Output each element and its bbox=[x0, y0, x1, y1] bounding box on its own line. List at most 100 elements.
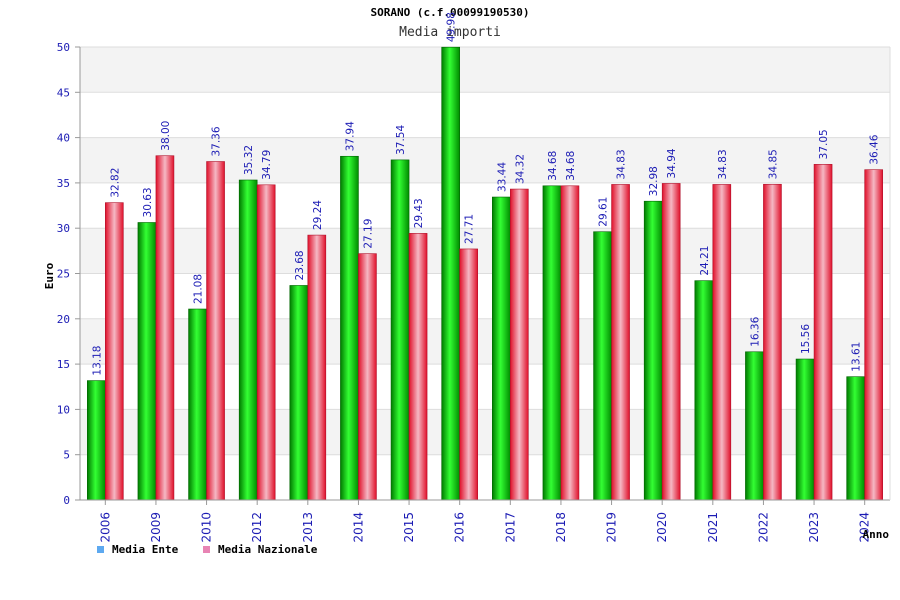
y-tick-label: 50 bbox=[57, 41, 70, 54]
x-tick-label-2022: 2022 bbox=[756, 512, 770, 543]
y-tick-label: 25 bbox=[57, 268, 70, 281]
bar-label-media-nazionale-2014: 27.19 bbox=[362, 219, 374, 249]
bar-media-nazionale-2013 bbox=[307, 234, 327, 501]
plot-band bbox=[80, 47, 890, 93]
y-tick-label: 5 bbox=[63, 449, 70, 462]
y-tick-label: 40 bbox=[57, 132, 70, 145]
bar-media-ente-2009 bbox=[137, 222, 157, 501]
bar-label-media-ente-2012: 35.32 bbox=[243, 145, 255, 175]
y-tick-label: 30 bbox=[57, 222, 70, 235]
bar-media-ente-2017 bbox=[492, 196, 511, 501]
x-tick-label-2016: 2016 bbox=[453, 512, 467, 543]
x-tick-labels: 2006 2009 2010 2012 2013 2014 2015 2016 2017 2018… bbox=[98, 500, 872, 543]
bar-label-media-ente-2017: 33.44 bbox=[496, 162, 508, 192]
bar-label-media-nazionale-2019: 34.83 bbox=[616, 149, 628, 179]
chart-title: SORANO (c.f.00099190530) bbox=[370, 6, 530, 19]
bar-label-media-nazionale-2006: 32.82 bbox=[109, 168, 121, 198]
bar-label-media-nazionale-2020: 34.94 bbox=[666, 148, 678, 178]
legend-media-nazionale: Media Nazionale bbox=[203, 543, 317, 556]
bar-media-ente-2016 bbox=[441, 46, 460, 501]
bar-label-media-ente-2022: 16.36 bbox=[749, 316, 761, 346]
bar-label-media-ente-2023: 15.56 bbox=[800, 324, 812, 354]
bars bbox=[87, 46, 883, 501]
bar-label-media-nazionale-2012: 34.79 bbox=[261, 150, 273, 180]
bar-label-media-nazionale-2022: 34.85 bbox=[767, 149, 779, 179]
bar-media-ente-2021 bbox=[694, 280, 714, 501]
x-axis-label: Anno bbox=[863, 528, 890, 541]
legend-swatch-media-ente bbox=[97, 546, 104, 553]
legend-label-media-ente: Media Ente bbox=[112, 543, 179, 556]
y-tick-label: 15 bbox=[57, 358, 70, 371]
bar-label-media-ente-2018: 34.68 bbox=[547, 151, 559, 181]
x-tick-label-2012: 2012 bbox=[250, 512, 264, 543]
x-tick-label-2019: 2019 bbox=[605, 512, 619, 543]
bar-media-nazionale-2019 bbox=[611, 184, 630, 501]
y-tick-label: 10 bbox=[57, 403, 70, 416]
bar-value-labels: 13.18 32.82 30.63 38.00 21.08 37.36 35.32 34.79… bbox=[91, 12, 880, 375]
bar-label-media-nazionale-2021: 34.83 bbox=[717, 149, 729, 179]
bar-media-nazionale-2020 bbox=[661, 183, 681, 501]
y-axis-label: Euro bbox=[43, 262, 56, 289]
bar-media-nazionale-2006 bbox=[105, 202, 124, 501]
x-tick-label-2017: 2017 bbox=[503, 512, 517, 543]
x-tick-label-2010: 2010 bbox=[200, 512, 214, 543]
bar-label-media-nazionale-2016: 27.71 bbox=[464, 214, 476, 244]
bar-media-ente-2024 bbox=[846, 376, 865, 501]
bar-media-nazionale-2023 bbox=[813, 164, 833, 501]
y-tick-label: 20 bbox=[57, 313, 70, 326]
bar-label-media-ente-2020: 32.98 bbox=[648, 166, 660, 196]
bar-media-ente-2010 bbox=[188, 308, 207, 501]
bar-media-ente-2014 bbox=[340, 155, 359, 501]
bar-media-ente-2006 bbox=[87, 380, 106, 501]
bar-label-media-ente-2013: 23.68 bbox=[294, 250, 306, 280]
axes bbox=[79, 47, 891, 501]
plot-band bbox=[80, 92, 890, 138]
bar-label-media-ente-2024: 13.61 bbox=[851, 342, 863, 372]
x-tick-label-2020: 2020 bbox=[655, 512, 669, 543]
bar-label-media-nazionale-2010: 37.36 bbox=[211, 126, 223, 156]
y-tick-labels: 0 5 10 15 20 25 30 35 40 45 50 bbox=[57, 41, 70, 507]
bar-label-media-ente-2010: 21.08 bbox=[193, 274, 205, 304]
bar-media-nazionale-2018 bbox=[560, 185, 580, 501]
x-tick-label-2014: 2014 bbox=[351, 512, 365, 543]
bar-media-nazionale-2024 bbox=[864, 169, 883, 501]
x-tick-label-2009: 2009 bbox=[149, 512, 163, 543]
bar-media-ente-2023 bbox=[795, 358, 815, 501]
x-tick-label-2021: 2021 bbox=[706, 512, 720, 543]
bar-label-media-nazionale-2009: 38.00 bbox=[160, 121, 172, 151]
bar-label-media-ente-2006: 13.18 bbox=[91, 346, 103, 376]
bar-media-nazionale-2016 bbox=[459, 248, 478, 501]
bar-label-media-ente-2019: 29.61 bbox=[598, 197, 610, 227]
legend-media-ente: Media Ente bbox=[97, 543, 178, 556]
bar-label-media-ente-2015: 37.54 bbox=[395, 125, 407, 155]
bar-media-nazionale-2022 bbox=[763, 183, 782, 501]
bar-label-media-ente-2021: 24.21 bbox=[699, 246, 711, 276]
x-tick-label-2006: 2006 bbox=[98, 512, 112, 543]
bar-label-media-nazionale-2015: 29.43 bbox=[413, 198, 425, 228]
bar-media-nazionale-2021 bbox=[712, 184, 732, 501]
bar-media-nazionale-2010 bbox=[206, 161, 225, 501]
chart-subtitle: Media importi bbox=[399, 25, 501, 40]
x-tick-label-2024: 2024 bbox=[858, 512, 872, 543]
bar-media-nazionale-2012 bbox=[256, 184, 276, 501]
x-tick-label-2023: 2023 bbox=[807, 512, 821, 543]
bar-media-ente-2013 bbox=[289, 285, 309, 501]
bar-media-ente-2015 bbox=[390, 159, 410, 501]
bar-media-nazionale-2015 bbox=[408, 233, 428, 501]
bar-label-media-ente-2016: 49.98 bbox=[446, 12, 458, 42]
bar-label-media-ente-2009: 30.63 bbox=[142, 187, 154, 217]
x-tick-label-2015: 2015 bbox=[402, 512, 416, 543]
bar-media-ente-2020 bbox=[643, 200, 663, 501]
legend-label-media-nazionale: Media Nazionale bbox=[218, 543, 318, 556]
bar-label-media-nazionale-2013: 29.24 bbox=[312, 200, 324, 230]
y-tick-label: 45 bbox=[57, 86, 70, 99]
bar-label-media-nazionale-2023: 37.05 bbox=[818, 129, 830, 159]
bar-media-ente-2019 bbox=[593, 231, 612, 501]
bar-media-ente-2022 bbox=[745, 351, 764, 501]
x-tick-label-2018: 2018 bbox=[554, 512, 568, 543]
y-tick-label: 0 bbox=[63, 494, 70, 507]
bar-label-media-nazionale-2024: 36.46 bbox=[869, 134, 881, 164]
y-tick-label: 35 bbox=[57, 177, 70, 190]
bar-media-nazionale-2009 bbox=[155, 155, 175, 501]
